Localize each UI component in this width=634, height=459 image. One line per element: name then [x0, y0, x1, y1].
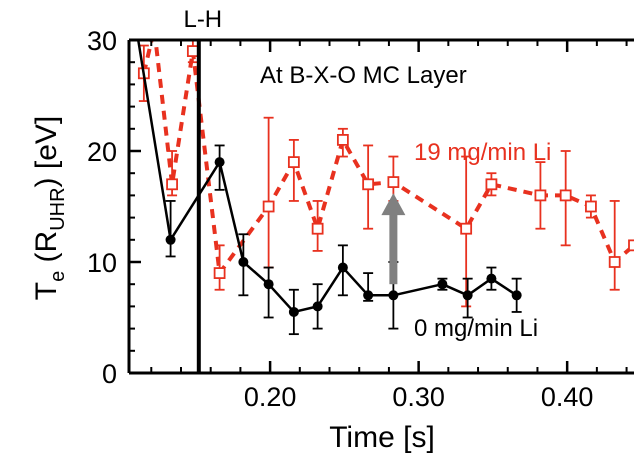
data-point: [511, 290, 522, 301]
black-series-label: 0 mg/min Li: [414, 315, 538, 342]
arrow-shaft: [389, 213, 398, 285]
data-point: [312, 301, 323, 312]
y-axis-title: Te (RUHR) [eV]: [30, 116, 69, 301]
data-point: [559, 189, 572, 202]
data-point: [585, 200, 597, 213]
data-point: [362, 178, 375, 191]
data-point: [213, 267, 226, 280]
y-tick-label: 30: [87, 26, 117, 56]
plot-area: [131, 24, 634, 373]
data-point: [534, 189, 547, 202]
y-axis-title-sub2: UHR: [47, 187, 69, 230]
data-point: [149, 24, 159, 34]
data-point: [131, 24, 141, 34]
data-point: [311, 222, 324, 235]
data-point: [287, 156, 300, 169]
lh-transition-label: L-H: [183, 6, 222, 33]
x-tick-label: 0.30: [392, 382, 445, 412]
y-axis-title-mid: (R: [30, 231, 63, 271]
y-axis-title-main: T: [30, 282, 63, 300]
x-tick-label: 0.40: [541, 382, 594, 412]
x-axis-title: Time [s]: [329, 421, 435, 454]
increase-arrow: [381, 193, 406, 285]
series-19mg: [137, 24, 634, 308]
layer-annotation: At B-X-O MC Layer: [260, 62, 467, 89]
red-series-label: 19 mg/min Li: [414, 139, 551, 166]
data-point: [437, 279, 448, 290]
data-point: [186, 45, 199, 57]
data-point: [214, 157, 225, 168]
data-point: [628, 239, 634, 252]
series-0mg: [131, 24, 522, 336]
data-point: [262, 200, 275, 213]
series-line: [141, 40, 634, 276]
data-point: [263, 279, 274, 290]
data-point: [485, 178, 498, 191]
data-point: [336, 133, 349, 146]
x-tick-label: 0.20: [244, 382, 297, 412]
axis-ticks: 0 10 20 30 0.20 0.30 0.40: [87, 26, 628, 412]
data-point: [460, 222, 473, 235]
y-axis-title-end: ) [eV]: [30, 116, 63, 188]
y-tick-label: 10: [87, 248, 117, 278]
data-point: [608, 256, 621, 268]
data-point: [387, 176, 400, 188]
arrow-head: [381, 193, 406, 216]
data-point: [486, 273, 497, 284]
data-point: [165, 234, 176, 245]
data-point: [363, 290, 374, 301]
data-point: [337, 262, 348, 273]
data-point: [166, 178, 178, 191]
y-tick-label: 0: [102, 359, 117, 389]
data-point: [388, 290, 399, 301]
axes-frame: [127, 38, 634, 375]
data-point: [238, 257, 249, 267]
y-tick-label: 20: [87, 137, 117, 167]
data-point: [288, 306, 299, 317]
data-point: [462, 290, 473, 301]
y-axis-title-sub: e: [47, 271, 69, 282]
